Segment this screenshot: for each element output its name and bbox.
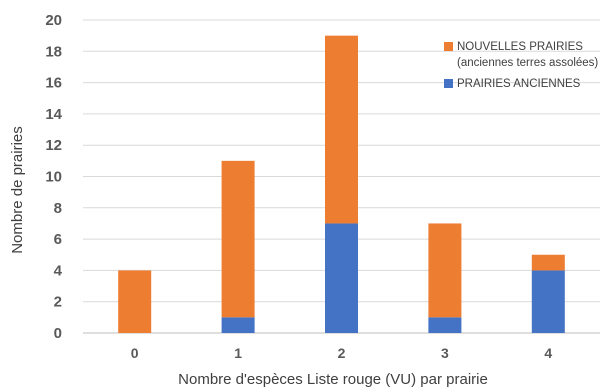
bar-nouvelles-prairies-1	[221, 160, 255, 318]
y-tick-label: 14	[45, 106, 62, 123]
bar-prairies-anciennes-2	[325, 223, 358, 333]
legend-label-nouvelles-prairies: NOUVELLES PRAIRIES	[457, 41, 583, 53]
y-tick-label: 10	[45, 169, 62, 186]
y-tick-label: 8	[54, 200, 62, 217]
legend-label-nouvelles-prairies-line2: (anciennes terres assolées)	[457, 57, 598, 69]
x-tick-label: 2	[338, 345, 346, 361]
bar-prairies-anciennes-4	[531, 270, 565, 333]
y-tick-label: 4	[54, 262, 63, 279]
bars	[118, 35, 565, 333]
bar-nouvelles-prairies-4	[531, 254, 565, 271]
legend: NOUVELLES PRAIRIES (anciennes terres ass…	[444, 41, 598, 90]
legend-swatch-prairies-anciennes	[444, 79, 453, 88]
y-tick-label: 20	[45, 12, 62, 29]
y-tick-label: 18	[45, 43, 62, 60]
x-axis-ticks: 0 1 2 3 4	[131, 345, 553, 361]
bar-nouvelles-prairies-2	[325, 35, 358, 224]
y-tick-label: 0	[54, 325, 62, 342]
y-tick-label: 6	[54, 231, 62, 248]
legend-swatch-nouvelles-prairies	[444, 42, 453, 51]
y-axis-title: Nombre de prairies	[9, 126, 26, 254]
x-tick-label: 4	[544, 345, 552, 361]
bar-prairies-anciennes-3	[428, 317, 462, 333]
bar-nouvelles-prairies-0	[118, 270, 152, 333]
bar-nouvelles-prairies-3	[428, 223, 462, 318]
x-axis-title: Nombre d'espèces Liste rouge (VU) par pr…	[178, 371, 488, 388]
y-tick-label: 12	[45, 137, 62, 154]
bar-prairies-anciennes-1	[221, 317, 255, 333]
x-tick-label: 0	[131, 345, 139, 361]
y-tick-label: 16	[45, 75, 62, 92]
x-tick-label: 1	[234, 345, 242, 361]
y-tick-label: 2	[54, 294, 62, 311]
legend-label-prairies-anciennes: PRAIRIES ANCIENNES	[457, 78, 581, 90]
x-tick-label: 3	[441, 345, 449, 361]
y-axis-ticks: 0 2 4 6 8 10 12 14 16 18 20	[45, 12, 62, 342]
